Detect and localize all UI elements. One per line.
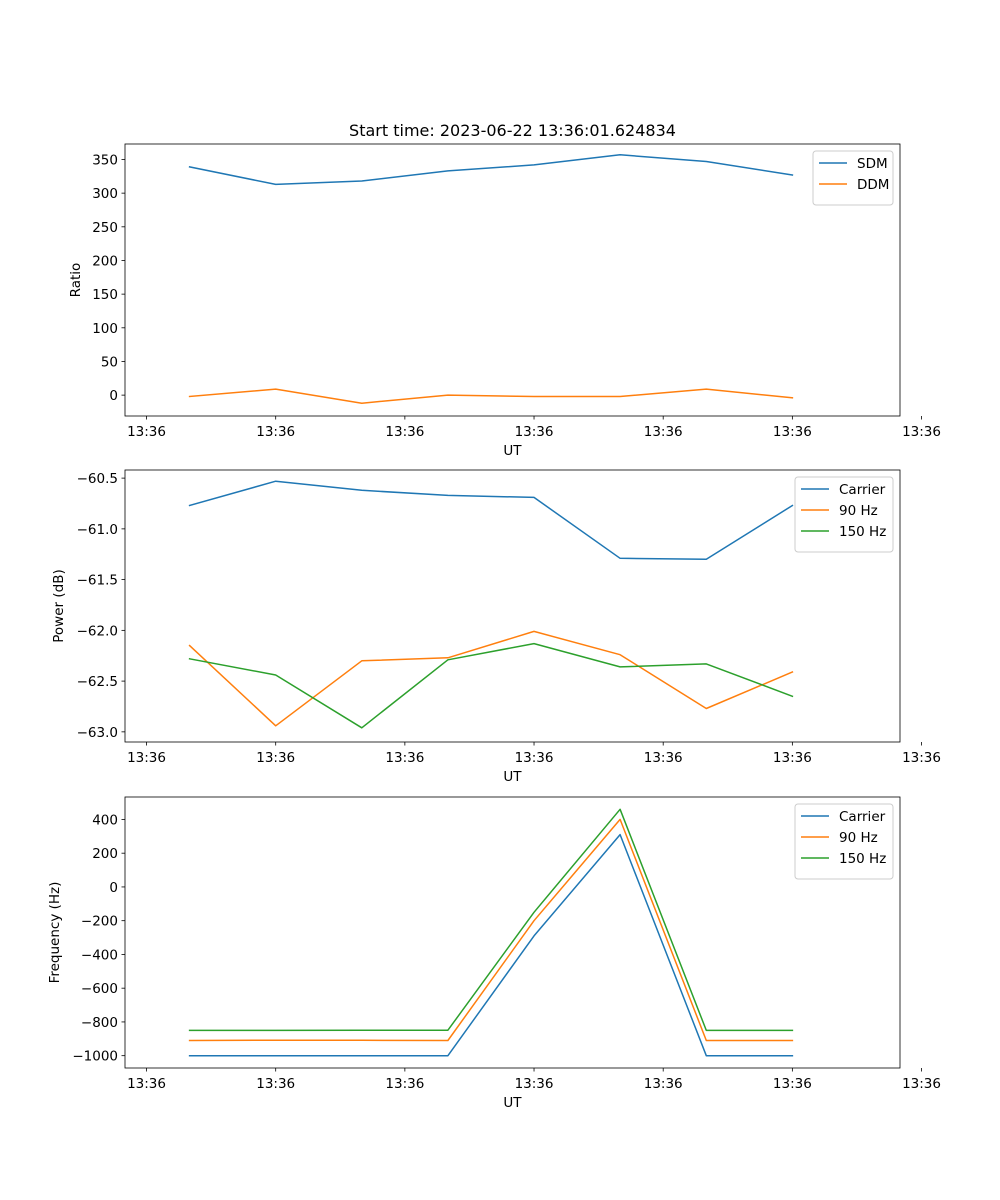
y-tick-label: 0 [109,388,118,404]
y-tick-label: −62.0 [77,623,118,639]
x-tick-label: 13:36 [385,750,424,766]
series-line-carrier [188,833,794,1057]
legend: SDM DDM [812,150,894,206]
series-line-90-hz [188,818,794,1042]
y-tick-label: −600 [81,981,118,997]
y-tick-label: −1000 [72,1049,118,1065]
x-tick-label: 13:36 [902,1076,941,1092]
legend-label: 150 Hz [839,851,886,867]
x-tick-label: 13:36 [256,424,295,440]
x-tick-label: 13:36 [127,424,166,440]
series-line-carrier [188,480,794,561]
y-tick-label: 250 [92,220,118,236]
series-line-90-hz [188,630,794,727]
legend-label: 150 Hz [839,524,886,540]
y-tick-label: 200 [92,846,118,862]
x-tick-label: 13:36 [902,424,941,440]
chart-power: 13:36 13:36 13:36 13:36 13:36 13:36 13:36 −63.0… [51,469,941,785]
y-tick-label: 300 [92,186,118,202]
x-axis-label: UT [503,1095,522,1111]
x-tick-label: 13:36 [644,424,683,440]
y-tick-label: −61.5 [77,573,118,589]
figure-title: Start time: 2023-06-22 13:36:01.624834 [349,121,676,140]
y-tick-label: −800 [81,1015,118,1031]
x-tick-label: 13:36 [515,750,554,766]
x-tick-label: 13:36 [515,424,554,440]
x-tick-label: 13:36 [515,1076,554,1092]
series-line-sdm [188,154,794,186]
x-tick-label: 13:36 [644,1076,683,1092]
x-tick-label: 13:36 [773,424,812,440]
y-tick-label: 400 [92,812,118,828]
legend-label: 90 Hz [839,503,878,519]
x-tick-label: 13:36 [385,1076,424,1092]
legend-label: SDM [857,156,888,172]
legend-label: 90 Hz [839,830,878,846]
x-tick-label: 13:36 [256,1076,295,1092]
y-tick-label: −61.0 [77,522,118,538]
legend-label: DDM [857,177,889,193]
x-axis-label: UT [503,443,522,459]
y-tick-label: −400 [81,947,118,963]
y-tick-label: 150 [92,287,118,303]
y-tick-label: −60.5 [77,471,118,487]
x-tick-label: 13:36 [773,750,812,766]
y-tick-label: −200 [81,914,118,930]
chart-ratio: 13:36 13:36 13:36 13:36 13:36 13:36 13:36 0 50 10… [68,143,941,459]
y-tick-label: 50 [101,354,118,370]
legend: Carrier 90 Hz 150 Hz [794,476,894,553]
axes-frame [124,469,901,743]
x-tick-label: 13:36 [127,1076,166,1092]
y-tick-label: −63.0 [77,725,118,741]
axes-frame [124,796,901,1069]
legend-label: Carrier [839,809,886,825]
x-tick-label: 13:36 [902,750,941,766]
y-tick-label: 100 [92,321,118,337]
x-tick-label: 13:36 [256,750,295,766]
y-axis-label: Power (dB) [51,569,67,642]
y-axis-label: Ratio [68,263,84,298]
axes-frame [124,143,901,417]
chart-frequency: 13:36 13:36 13:36 13:36 13:36 13:36 13:36 −1000… [47,796,941,1111]
legend-box [812,150,894,206]
legend-box [794,476,894,553]
x-tick-label: 13:36 [127,750,166,766]
series-line-150-hz [188,642,794,729]
series-line-150-hz [188,808,794,1032]
y-axis-label: Frequency (Hz) [47,882,63,984]
x-axis-label: UT [503,769,522,785]
y-tick-label: 0 [109,880,118,896]
x-tick-label: 13:36 [773,1076,812,1092]
legend-label: Carrier [839,482,886,498]
y-tick-label: 350 [92,152,118,168]
legend: Carrier 90 Hz 150 Hz [794,803,894,880]
y-tick-label: 200 [92,253,118,269]
series-line-ddm [188,388,794,404]
y-tick-label: −62.5 [77,674,118,690]
x-tick-label: 13:36 [385,424,424,440]
x-tick-label: 13:36 [644,750,683,766]
legend-box [794,803,894,880]
